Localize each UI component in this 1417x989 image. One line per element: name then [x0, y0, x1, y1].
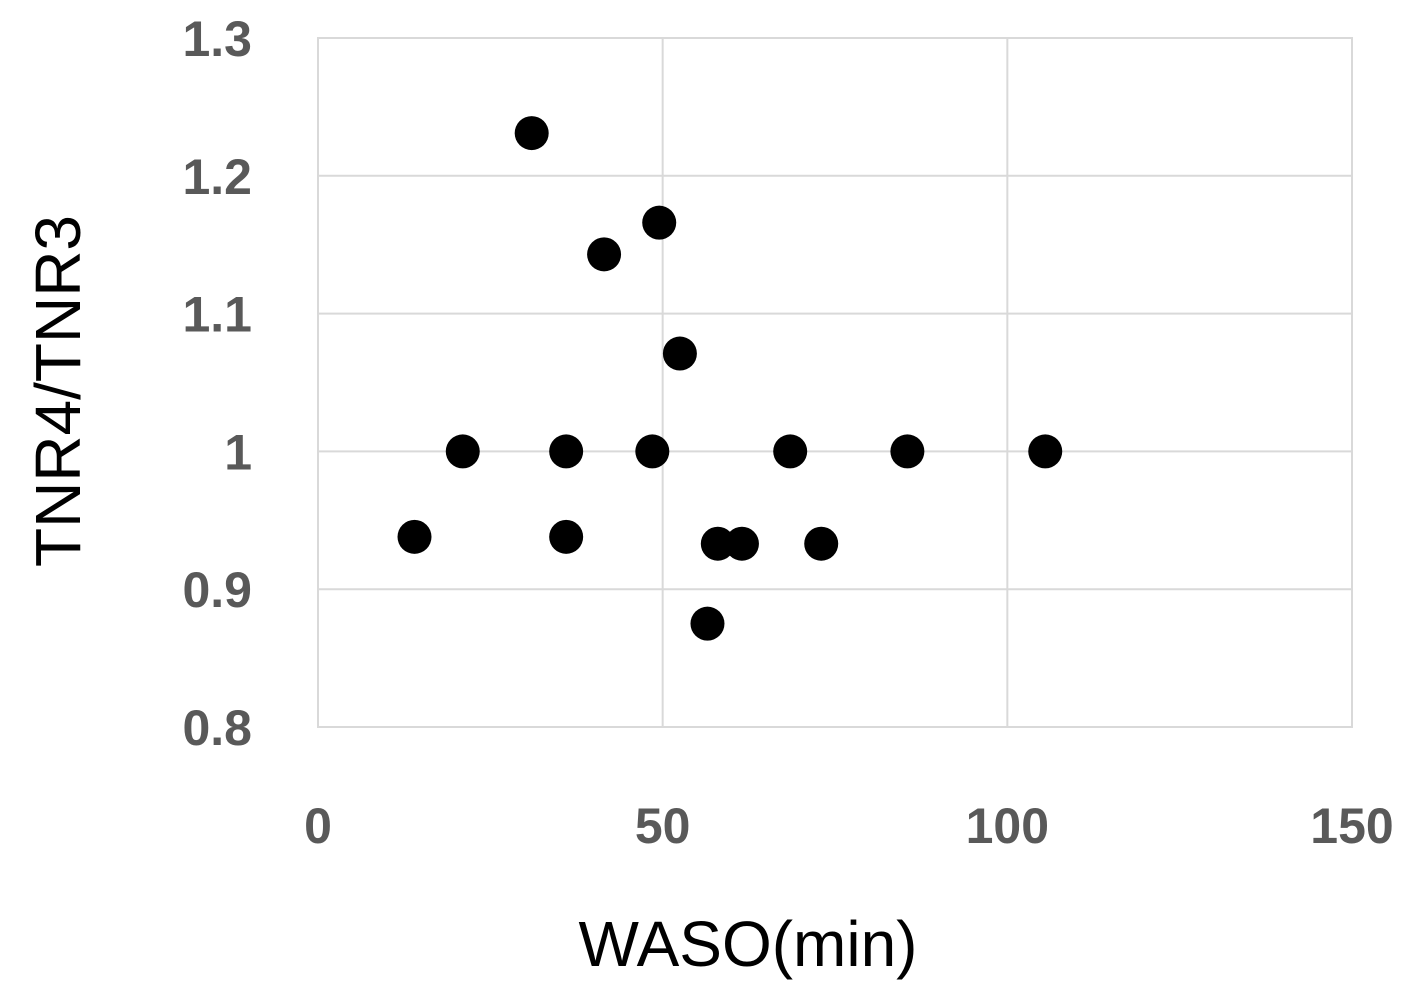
x-tick-label: 0 — [304, 798, 332, 854]
gridlines — [317, 37, 1353, 728]
data-point — [587, 237, 622, 272]
x-axis-ticks: 0 50 100 150 — [304, 798, 1394, 854]
x-tick-label: 100 — [966, 798, 1049, 854]
x-tick-label: 150 — [1310, 798, 1393, 854]
data-point — [397, 519, 432, 554]
data-point — [1028, 434, 1063, 469]
x-tick-label: 50 — [635, 798, 691, 854]
data-point — [804, 526, 839, 561]
data-point — [700, 526, 735, 561]
data-point — [549, 434, 584, 469]
x-axis-title: WASO(min) — [579, 908, 918, 980]
data-point — [724, 526, 759, 561]
data-points — [397, 116, 1063, 641]
plot-area-border — [317, 37, 1353, 728]
data-point — [642, 205, 677, 240]
y-tick-label: 0.9 — [182, 562, 252, 618]
data-point — [514, 116, 549, 151]
y-tick-label: 1.1 — [182, 287, 252, 343]
y-tick-label: 0.8 — [182, 700, 252, 756]
data-point — [662, 336, 697, 371]
y-tick-label: 1 — [224, 424, 252, 480]
y-tick-label: 1.2 — [182, 149, 252, 205]
data-point — [773, 434, 808, 469]
data-point — [890, 434, 925, 469]
data-point — [690, 606, 725, 641]
y-tick-label: 1.3 — [182, 11, 252, 67]
y-axis-title: TNR4/TNR3 — [22, 215, 94, 567]
data-point — [445, 434, 480, 469]
y-axis-ticks: 0.8 0.9 1 1.1 1.2 1.3 — [182, 11, 252, 756]
data-point — [635, 434, 670, 469]
data-point — [549, 519, 584, 554]
